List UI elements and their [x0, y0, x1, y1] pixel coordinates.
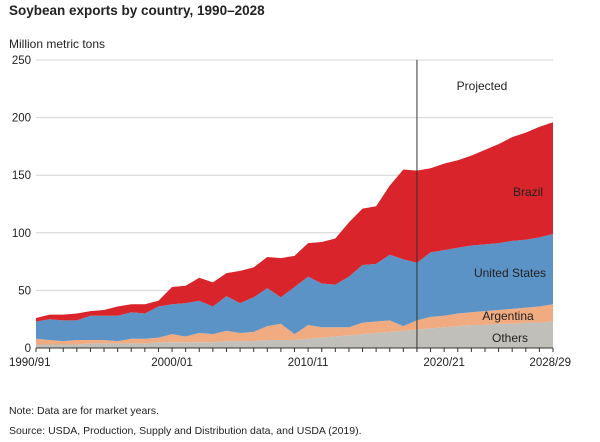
series-label-argentina: Argentina [482, 309, 534, 323]
y-axis-unit-label: Million metric tons [9, 37, 106, 51]
x-tick-label-2000: 2000/01 [151, 357, 193, 369]
y-tick-label-150: 150 [12, 170, 31, 182]
series-label-others: Others [492, 331, 528, 345]
area-united-states [36, 233, 553, 342]
y-tick-label-200: 200 [12, 113, 31, 125]
stacked-area-chart: 0 50 100 150 200 250 Projected Others Argentina U… [9, 55, 571, 369]
x-tick-label-2010: 2010/11 [288, 357, 329, 369]
series-label-united-states: United States [474, 266, 546, 280]
y-tick-label-0: 0 [25, 343, 31, 355]
x-tick-label-2020: 2020/21 [423, 357, 465, 369]
chart-title: Soybean exports by country, 1990–2028 [9, 3, 265, 18]
source-text: Source: USDA, Production, Supply and Dis… [9, 425, 362, 437]
series-label-brazil: Brazil [513, 185, 543, 199]
x-tick-label-1990: 1990/91 [9, 357, 51, 369]
projection-label: Projected [457, 79, 508, 93]
y-tick-label-100: 100 [12, 228, 31, 240]
x-tick-label-2028: 2028/29 [529, 357, 571, 369]
area-argentina [36, 304, 553, 345]
note-text: Note: Data are for market years. [9, 405, 159, 417]
area-others [36, 321, 553, 348]
area-brazil [36, 122, 553, 322]
y-tick-label-50: 50 [18, 285, 31, 297]
y-tick-label-250: 250 [12, 55, 31, 67]
